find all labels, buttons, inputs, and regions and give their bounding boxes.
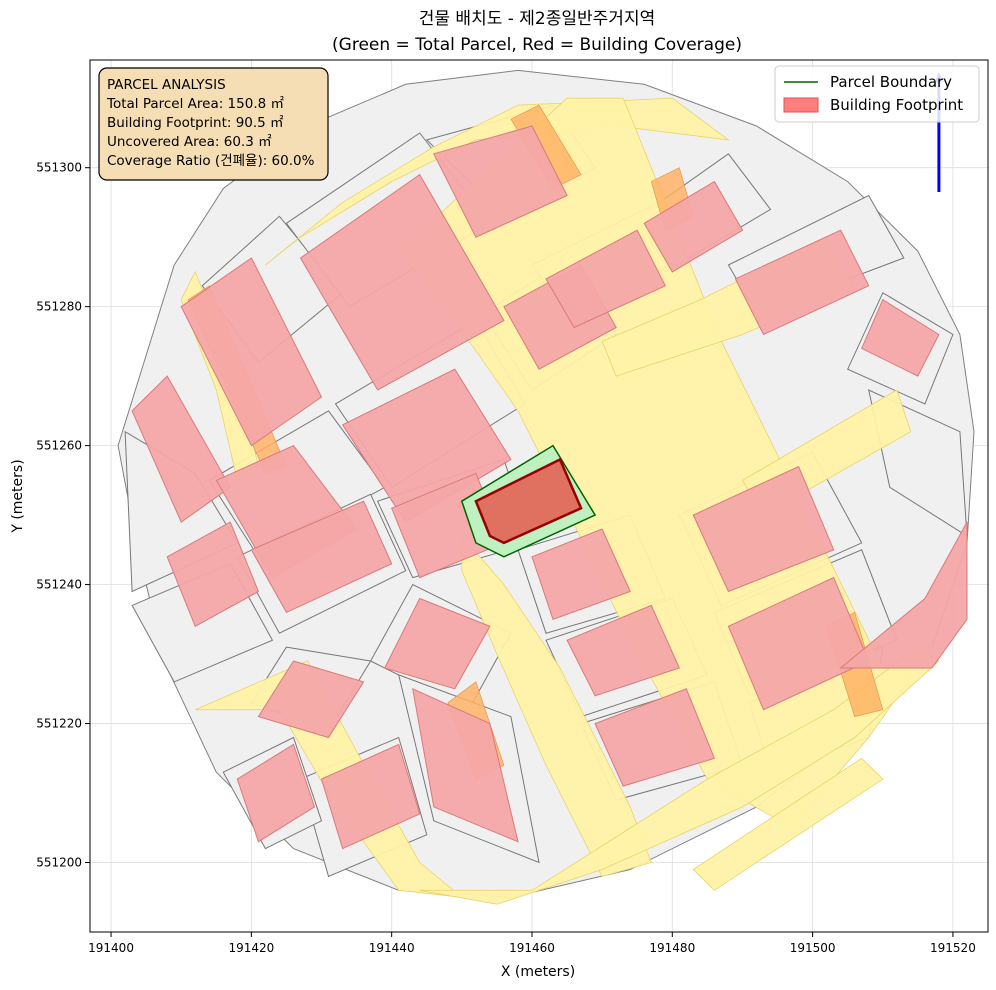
y-tick-label: 551300 — [36, 161, 82, 175]
building — [545, 229, 666, 329]
building — [236, 743, 316, 843]
road — [461, 534, 652, 877]
y-tick-label: 551200 — [36, 856, 82, 870]
x-tick-label: 191520 — [930, 941, 976, 955]
building — [433, 125, 568, 238]
road — [419, 646, 940, 905]
building — [257, 660, 365, 739]
y-ticks: 551200 551220 551240 551260 551280 551300 — [36, 161, 90, 870]
legend-building-footprint-swatch — [783, 97, 819, 113]
building — [692, 465, 835, 593]
info-box-heading: PARCEL ANALYSIS — [107, 77, 226, 93]
road — [265, 97, 730, 266]
title-line-2: (Green = Total Parcel, Red = Building Co… — [332, 35, 742, 55]
info-building-footprint: Building Footprint: 90.5 ㎡ — [107, 115, 284, 131]
target-building — [474, 457, 583, 545]
road — [692, 757, 884, 891]
x-ticks: 191400 191420 191440 191460 191480 191500 1915… — [88, 932, 976, 955]
legend-frame — [774, 65, 980, 123]
x-tick-label: 191460 — [509, 941, 555, 955]
map-layers — [117, 69, 975, 905]
building — [734, 229, 870, 336]
info-box: PARCEL ANALYSIS Total Parcel Area: 150.8… — [98, 67, 329, 181]
building — [166, 521, 260, 628]
x-tick-label: 191400 — [88, 941, 134, 955]
map-content — [117, 69, 975, 905]
x-tick-label: 191480 — [649, 941, 695, 955]
title-line-1: 건물 배치도 - 제2종일반주거지역 — [419, 9, 655, 29]
info-uncovered-area: Uncovered Area: 60.3 ㎡ — [107, 134, 272, 150]
y-tick-label: 551280 — [36, 300, 82, 314]
info-coverage-ratio: Coverage Ratio (건폐율): 60.0% — [107, 153, 315, 169]
x-tick-label: 191440 — [369, 941, 415, 955]
building — [531, 528, 631, 620]
y-axis-label: Y (meters) — [10, 459, 26, 533]
info-total-parcel: Total Parcel Area: 150.8 ㎡ — [106, 96, 284, 112]
building — [299, 173, 505, 391]
building — [861, 298, 940, 377]
x-tick-label: 191420 — [228, 941, 274, 955]
y-tick-label: 551240 — [36, 578, 82, 592]
x-tick-label: 191500 — [790, 941, 836, 955]
building — [566, 604, 680, 697]
legend-parcel-boundary-label: Parcel Boundary — [830, 73, 952, 91]
building — [250, 500, 393, 614]
info-box-background — [98, 67, 329, 181]
plot-frame — [89, 59, 989, 933]
building — [643, 180, 744, 273]
legend-building-footprint-label: Building Footprint — [830, 96, 963, 114]
y-tick-label: 551260 — [36, 439, 82, 453]
building — [839, 521, 968, 669]
building — [383, 597, 491, 690]
y-tick-label: 551220 — [36, 717, 82, 731]
x-axis-label: X (meters) — [501, 964, 575, 980]
building — [180, 257, 323, 447]
building — [594, 688, 716, 787]
building — [320, 743, 421, 850]
building — [412, 687, 519, 843]
legend: Parcel Boundary Building Footprint — [774, 65, 980, 123]
